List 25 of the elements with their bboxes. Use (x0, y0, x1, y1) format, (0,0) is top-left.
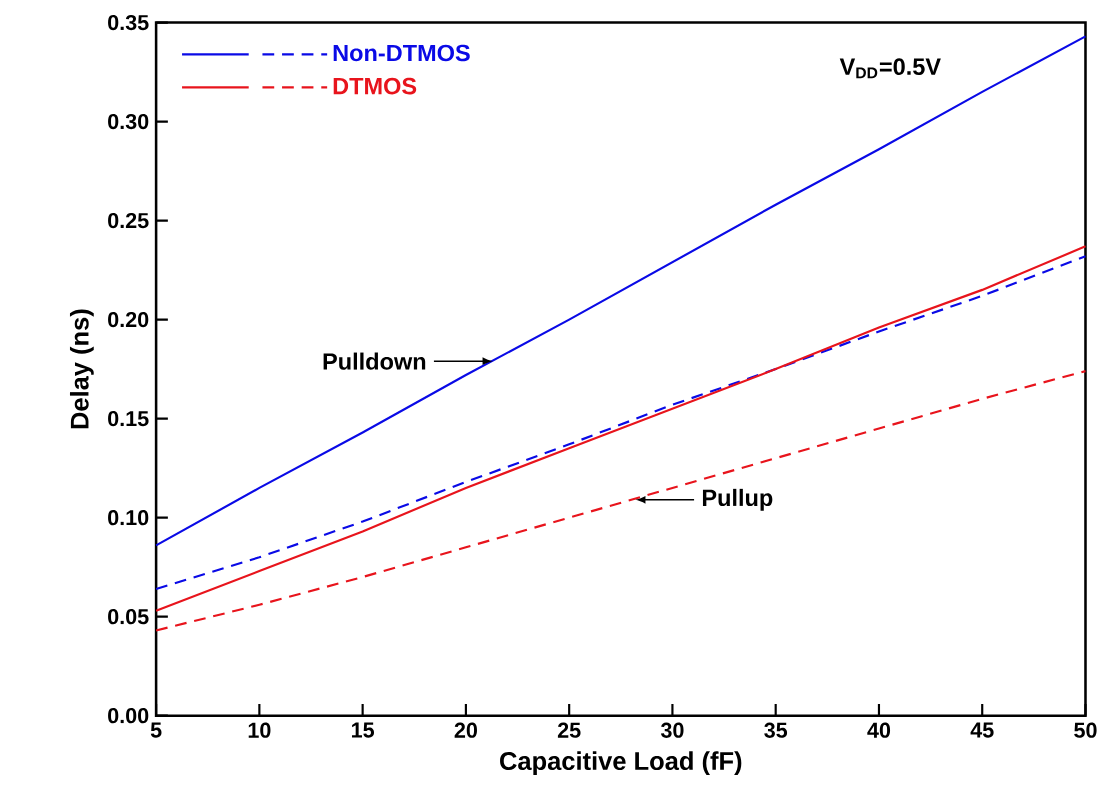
x-tick-label: 40 (867, 722, 891, 738)
legend-label: DTMOS (333, 77, 417, 95)
x-tick-label: 35 (764, 722, 788, 738)
y-tick-label: 0.15 (108, 411, 149, 427)
x-axis-title: Capacitive Load (fF) (500, 751, 742, 776)
annotation: Pullup (702, 488, 773, 511)
annotation: V$_{DD}$=0.5V (839, 58, 941, 79)
y-tick-label: 0.05 (108, 609, 149, 625)
annotation: Pulldown (323, 352, 426, 370)
x-tick-label: 5 (150, 722, 162, 738)
x-tick-label: 15 (351, 722, 375, 738)
y-tick-label: 0.00 (108, 708, 149, 724)
x-tick-label: 50 (1074, 722, 1097, 738)
x-tick-label: 10 (248, 722, 271, 738)
y-tick-label: 0.20 (108, 312, 149, 328)
y-tick-label: 0.30 (108, 113, 149, 130)
x-tick-label: 30 (660, 722, 684, 738)
legend-label: Non-DTMOS (333, 44, 470, 62)
x-tick-label: 20 (454, 722, 477, 738)
y-tick-label: 0.35 (108, 14, 149, 31)
y-axis-title: Delay (ns) (69, 309, 94, 429)
y-tick-label: 0.25 (108, 213, 149, 229)
x-tick-label: 25 (557, 722, 581, 738)
x-tick-label: 45 (970, 722, 994, 738)
y-tick-label: 0.10 (108, 510, 149, 526)
